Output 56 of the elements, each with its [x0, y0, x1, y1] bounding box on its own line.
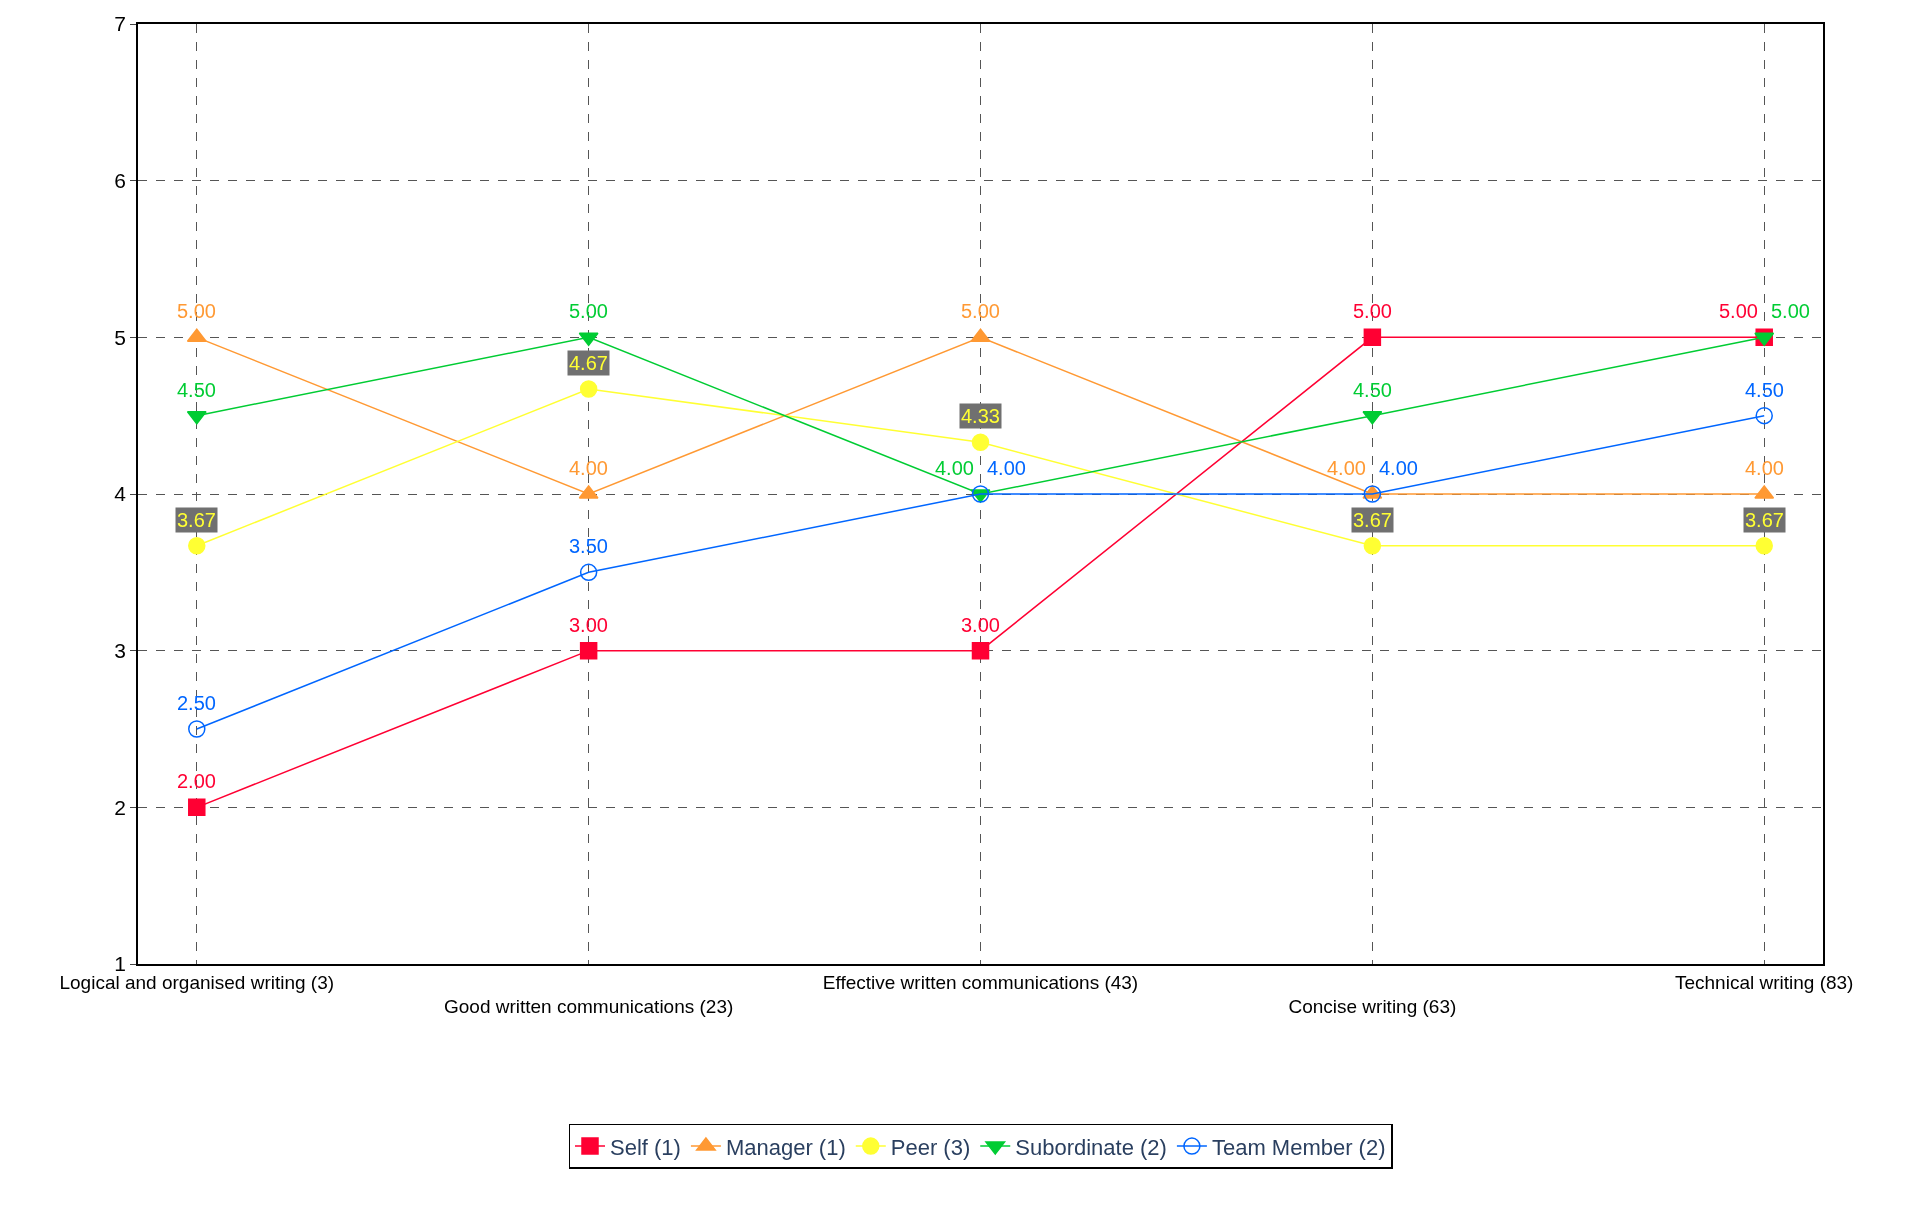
data-label: 4.33: [961, 405, 1000, 427]
data-label: 4.50: [177, 379, 216, 401]
point: [188, 720, 206, 738]
data-label: 2.00: [177, 770, 216, 792]
y-tick-label: 7: [114, 12, 127, 36]
data-label: 4.00: [569, 457, 608, 479]
point: [971, 485, 990, 503]
data-label: 3.67: [1353, 509, 1392, 531]
point: [1755, 536, 1773, 555]
data-label: 3.67: [177, 509, 216, 531]
legend-label: Manager (1): [725, 1134, 846, 1160]
point: [186, 328, 207, 343]
data-label: 4.00: [1379, 457, 1418, 479]
data-label: 5.00: [1353, 300, 1392, 322]
x-tick-label: Good written communications (23): [443, 996, 734, 1018]
x-tick-label: Effective written communications (43): [822, 971, 1139, 993]
data-label: 3.00: [569, 614, 608, 636]
data-label: 5.00: [1771, 300, 1810, 322]
data-label: 4.00: [987, 457, 1026, 479]
y-tick-label: 5: [114, 325, 127, 349]
point: [970, 328, 991, 343]
data-label: 2.50: [177, 692, 216, 714]
legend-label: Subordinate (2): [1015, 1134, 1167, 1160]
data-label: 5.00: [961, 300, 1000, 322]
data-label: 5.00: [1719, 300, 1758, 322]
data-label: 5.00: [569, 300, 608, 322]
point: [1363, 536, 1382, 555]
point: [1755, 406, 1773, 425]
data-label: 5.00: [177, 300, 216, 322]
point: [188, 798, 206, 817]
data-label: 4.00: [1745, 457, 1784, 479]
point: [1363, 485, 1382, 503]
point: [579, 563, 598, 582]
point: [579, 641, 598, 660]
y-tick-label: 6: [114, 169, 127, 193]
y-tick-label: 4: [114, 482, 127, 506]
x-tick-label: Technical writing (83): [1674, 971, 1854, 993]
x-tick-label: Concise writing (63): [1288, 996, 1457, 1018]
y-tick-label: 2: [114, 795, 127, 819]
legend-label: Peer (3): [890, 1134, 971, 1160]
data-label: 4.00: [1327, 457, 1366, 479]
data-label: 4.50: [1353, 379, 1392, 401]
point: [579, 380, 598, 398]
data-label: 3.67: [1745, 509, 1784, 531]
data-label: 4.00: [935, 457, 974, 479]
legend-label: Self (1): [610, 1134, 681, 1160]
y-tick-label: 3: [114, 639, 127, 663]
data-label: 4.50: [1745, 379, 1784, 401]
point: [1363, 328, 1382, 347]
data-label: 4.67: [569, 352, 608, 374]
point: [188, 536, 206, 555]
data-label: 3.50: [569, 535, 608, 557]
point: [971, 433, 990, 452]
legend-label: Team Member (2): [1211, 1134, 1386, 1160]
point: [971, 641, 990, 660]
data-label: 3.00: [961, 614, 1000, 636]
